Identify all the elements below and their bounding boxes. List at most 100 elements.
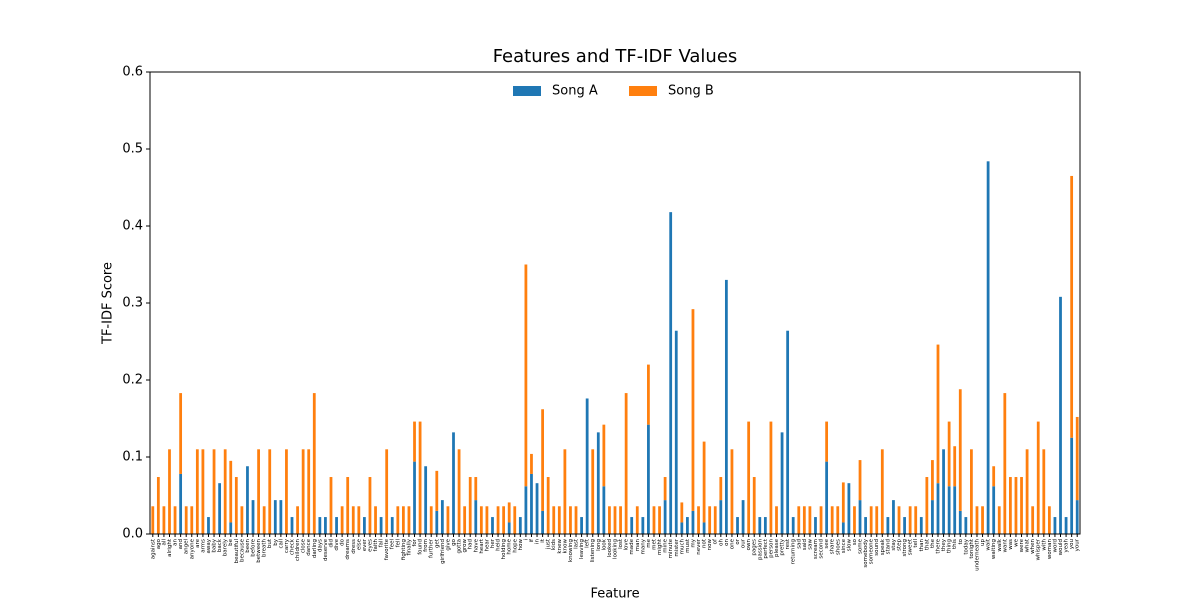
plot-frame (149, 71, 1081, 535)
bar-segment (179, 393, 183, 474)
bar-segment (1014, 477, 1018, 534)
bar-segment (925, 477, 929, 534)
bar-segment (752, 477, 756, 534)
bar-segment (479, 506, 483, 534)
x-tick-label: strong (902, 539, 908, 557)
x-tick-label: whisper (1036, 538, 1042, 560)
x-tick-label: person (768, 538, 774, 557)
bar-segment (1070, 175, 1074, 438)
x-tick-label: returning (791, 539, 797, 564)
bar-segment (647, 364, 650, 425)
x-tick-label: knowing (568, 539, 574, 562)
bar-segment (557, 506, 561, 534)
bar-segment (747, 421, 751, 534)
bar-segment (875, 506, 879, 534)
x-tick-label: hear (484, 538, 490, 551)
bar-segment (708, 506, 712, 534)
bar-segment (630, 517, 634, 534)
x-tick-label: love (624, 538, 630, 550)
bar-segment (1031, 506, 1035, 534)
bar-segment (992, 486, 996, 534)
x-tick-label: check (290, 538, 296, 555)
x-tick-label: all (161, 539, 167, 546)
x-tick-label: stand (885, 539, 891, 554)
bar-segment (936, 483, 940, 534)
bar-segment (340, 506, 344, 534)
x-tick-label: hope (512, 538, 518, 552)
bar-segment (524, 486, 528, 534)
x-tick-label: fall (379, 539, 385, 548)
x-tick-label: beautiful (234, 539, 240, 564)
bar-segment (530, 453, 533, 474)
bar-segment (853, 506, 856, 534)
x-tick-label: an (173, 538, 179, 545)
x-tick-label: are (195, 538, 201, 548)
x-tick-label: dreams (345, 539, 351, 560)
bar-segment (563, 449, 567, 534)
bar-segment (312, 393, 316, 534)
x-tick-label: just (546, 538, 552, 550)
bar-segment (452, 432, 455, 534)
bar-segment (1053, 517, 1057, 534)
bar-segment (608, 506, 611, 534)
bar-segment (591, 449, 595, 534)
bar-segment (429, 506, 433, 534)
x-tick-label: please (774, 538, 780, 557)
bar-segment (212, 449, 216, 534)
x-tick-label: that (924, 538, 930, 550)
bar-segment (602, 424, 606, 487)
bar-segment (635, 506, 639, 534)
bar-segment (1075, 416, 1079, 501)
bar-segment (680, 502, 684, 523)
bar-segment (786, 330, 790, 534)
bar-segment (936, 344, 940, 484)
x-tick-label: i (523, 539, 529, 541)
bar-segment (713, 506, 717, 534)
x-tick-label: not (702, 538, 708, 548)
bar-segment (730, 449, 734, 534)
bar-segment (780, 432, 784, 534)
x-tick-label: days (317, 539, 323, 552)
bar-segment (418, 421, 422, 534)
x-tick-label: further (429, 538, 435, 558)
x-tick-label: word (1052, 539, 1058, 553)
bar-segment (390, 517, 394, 534)
bar-segment (981, 506, 984, 534)
x-tick-label: kids (551, 539, 557, 550)
bar-segment (1070, 437, 1074, 534)
bar-segment (825, 461, 829, 534)
bar-segment (179, 473, 183, 534)
bar-segment (1042, 449, 1046, 534)
y-tick-label: 0.5 (122, 142, 143, 157)
x-tick-label: than (919, 538, 925, 551)
bar-segment (819, 506, 823, 534)
y-tick-label: 0.0 (122, 527, 143, 542)
bar-segment (346, 477, 350, 534)
x-tick-label: with (1041, 538, 1047, 550)
x-tick-label: feel (390, 539, 396, 550)
bar-segment (652, 506, 656, 534)
bar-segment (463, 506, 467, 534)
x-tick-label: left (585, 538, 591, 548)
x-tick-label: yeah (1064, 538, 1070, 552)
y-tick-label: 0.4 (122, 219, 143, 234)
bar-segment (953, 486, 957, 534)
bar-segment (257, 449, 260, 534)
x-tick-label: thing (947, 539, 953, 553)
x-tick-label: get (434, 538, 440, 548)
bar-segment (374, 506, 377, 534)
x-tick-label: were (1019, 538, 1025, 552)
x-tick-label: long (596, 539, 602, 551)
x-tick-label: by (273, 538, 279, 545)
bar-segment (691, 510, 695, 534)
bar-segment (396, 506, 400, 534)
bar-segment (1059, 296, 1062, 534)
x-tick-label: found (418, 539, 424, 555)
y-tick-label: 0.2 (122, 373, 143, 388)
x-tick-label: up (980, 538, 986, 545)
bar-segment (435, 470, 439, 511)
x-tick-label: the (930, 538, 936, 548)
bar-segment (307, 449, 311, 534)
x-tick-label: want (1002, 538, 1008, 552)
